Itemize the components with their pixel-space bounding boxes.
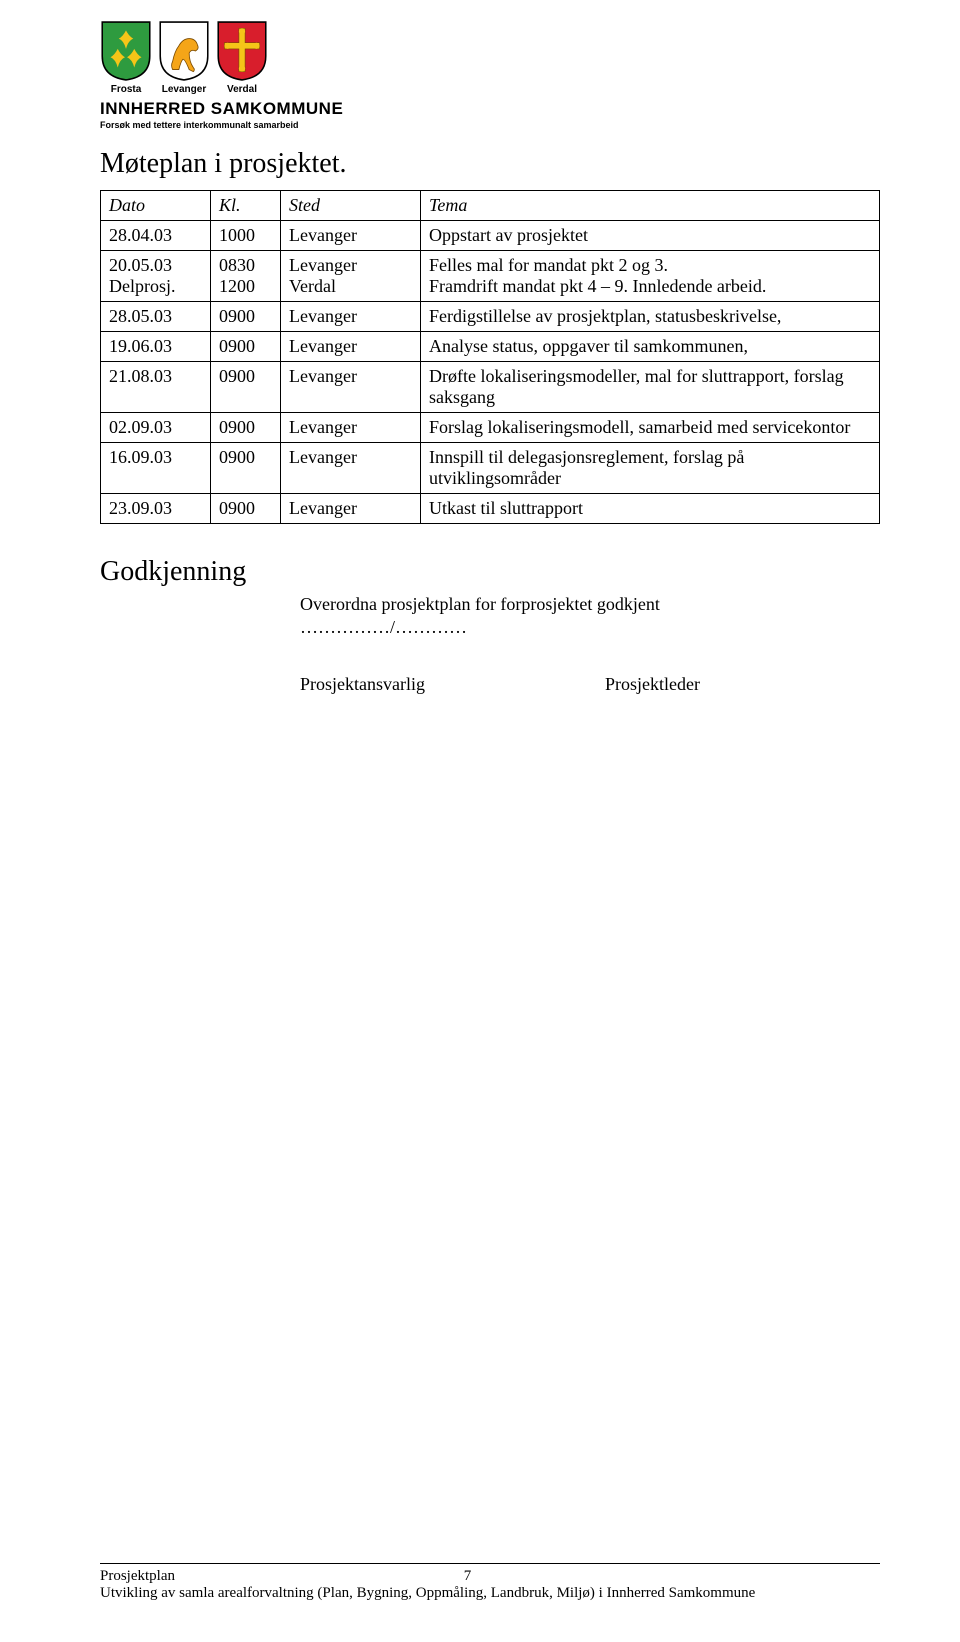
- brand-name: INNHERRED SAMKOMMUNE: [100, 99, 880, 119]
- col-tema: Tema: [421, 191, 880, 221]
- table-row: 02.09.030900LevangerForslag lokalisering…: [101, 413, 880, 443]
- cell-sted: Levanger Verdal: [281, 251, 421, 302]
- shield-label-frosta: Frosta: [100, 84, 152, 95]
- cell-kl: 0830 1200: [211, 251, 281, 302]
- cell-dato: 02.09.03: [101, 413, 211, 443]
- table-row: 16.09.030900LevangerInnspill til delegas…: [101, 443, 880, 494]
- schedule-table: Dato Kl. Sted Tema 28.04.031000LevangerO…: [100, 190, 880, 524]
- cell-tema: Analyse status, oppgaver til samkommunen…: [421, 332, 880, 362]
- col-sted: Sted: [281, 191, 421, 221]
- cell-tema: Utkast til sluttrapport: [421, 494, 880, 524]
- shield-frosta: Frosta: [100, 20, 152, 95]
- cell-dato: 23.09.03: [101, 494, 211, 524]
- cell-sted: Levanger: [281, 332, 421, 362]
- cell-dato: 21.08.03: [101, 362, 211, 413]
- cell-sted: Levanger: [281, 221, 421, 251]
- col-kl: Kl.: [211, 191, 281, 221]
- cell-sted: Levanger: [281, 443, 421, 494]
- footer-line2: Utvikling av samla arealforvaltning (Pla…: [100, 1585, 880, 1602]
- cell-kl: 0900: [211, 443, 281, 494]
- brand-subtitle: Forsøk med tettere interkommunalt samarb…: [100, 120, 880, 130]
- cell-sted: Levanger: [281, 413, 421, 443]
- cell-kl: 0900: [211, 332, 281, 362]
- table-row: 21.08.030900LevangerDrøfte lokaliserings…: [101, 362, 880, 413]
- table-header-row: Dato Kl. Sted Tema: [101, 191, 880, 221]
- table-row: 28.05.030900LevangerFerdigstillelse av p…: [101, 302, 880, 332]
- approval-dots: ……………/…………: [300, 617, 880, 638]
- shield-levanger: Levanger: [158, 20, 210, 95]
- section-title: Møteplan i prosjektet.: [100, 148, 880, 180]
- cell-kl: 1000: [211, 221, 281, 251]
- cell-kl: 0900: [211, 302, 281, 332]
- table-row: 20.05.03 Delprosj.0830 1200Levanger Verd…: [101, 251, 880, 302]
- cell-kl: 0900: [211, 494, 281, 524]
- footer-rule: [100, 1563, 880, 1564]
- table-row: 19.06.030900LevangerAnalyse status, oppg…: [101, 332, 880, 362]
- cell-dato: 19.06.03: [101, 332, 211, 362]
- cell-tema: Drøfte lokaliseringsmodeller, mal for sl…: [421, 362, 880, 413]
- cell-tema: Ferdigstillelse av prosjektplan, statusb…: [421, 302, 880, 332]
- cell-tema: Oppstart av prosjektet: [421, 221, 880, 251]
- sign-right: Prosjektleder: [605, 674, 700, 695]
- col-dato: Dato: [101, 191, 211, 221]
- cell-dato: 28.05.03: [101, 302, 211, 332]
- shield-label-verdal: Verdal: [216, 84, 268, 95]
- cell-tema: Forslag lokaliseringsmodell, samarbeid m…: [421, 413, 880, 443]
- shield-verdal: Verdal: [216, 20, 268, 95]
- cell-tema: Felles mal for mandat pkt 2 og 3. Framdr…: [421, 251, 880, 302]
- shield-label-levanger: Levanger: [158, 84, 210, 95]
- page-footer: Prosjektplan 7 Utvikling av samla arealf…: [100, 1563, 880, 1602]
- cell-dato: 20.05.03 Delprosj.: [101, 251, 211, 302]
- sign-left: Prosjektansvarlig: [300, 674, 425, 695]
- cell-dato: 16.09.03: [101, 443, 211, 494]
- cell-sted: Levanger: [281, 302, 421, 332]
- cell-dato: 28.04.03: [101, 221, 211, 251]
- cell-kl: 0900: [211, 362, 281, 413]
- cell-sted: Levanger: [281, 362, 421, 413]
- signature-row: Prosjektansvarlig Prosjektleder: [300, 674, 880, 695]
- table-row: 28.04.031000LevangerOppstart av prosjekt…: [101, 221, 880, 251]
- approval-title: Godkjenning: [100, 556, 880, 588]
- cell-sted: Levanger: [281, 494, 421, 524]
- footer-page: 7: [464, 1568, 472, 1585]
- table-row: 23.09.030900LevangerUtkast til sluttrapp…: [101, 494, 880, 524]
- approval-line: Overordna prosjektplan for forprosjektet…: [300, 594, 880, 615]
- cell-kl: 0900: [211, 413, 281, 443]
- header-logos: Frosta Levanger Verdal: [100, 20, 880, 95]
- cell-tema: Innspill til delegasjonsreglement, forsl…: [421, 443, 880, 494]
- footer-left: Prosjektplan: [100, 1568, 175, 1585]
